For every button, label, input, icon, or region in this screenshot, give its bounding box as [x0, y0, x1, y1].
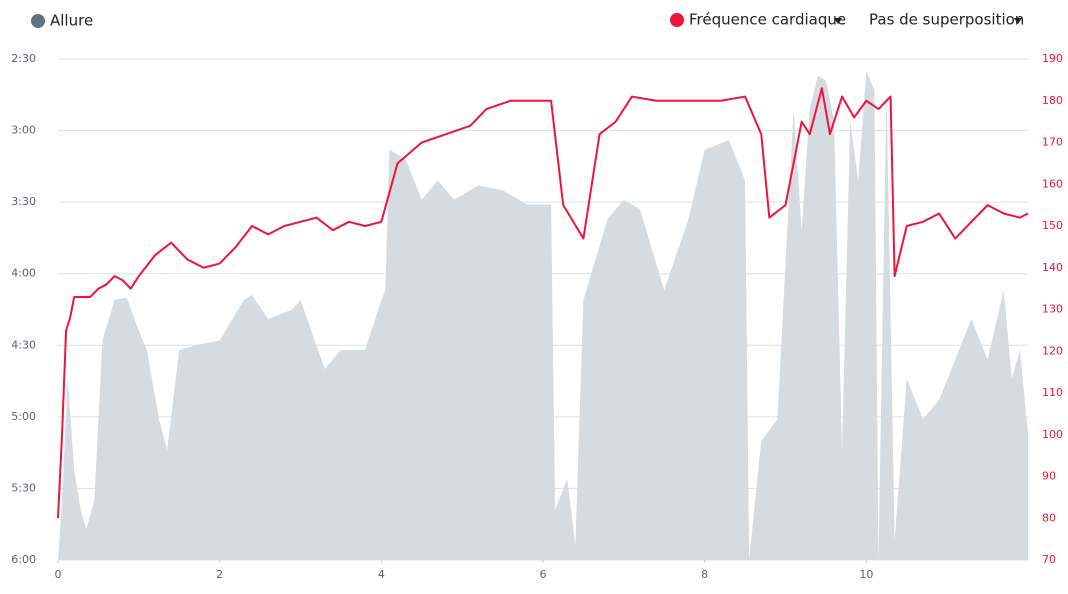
y2-tick-label: 70 — [1042, 553, 1056, 566]
dropdown-arrow[interactable] — [834, 18, 842, 24]
x-tick-label: 0 — [55, 568, 62, 581]
y2-tick-label: 170 — [1042, 136, 1063, 149]
y-tick-label: 4:00 — [11, 267, 36, 280]
legend-label[interactable]: Allure — [50, 12, 93, 30]
dropdown-arrow[interactable] — [1014, 18, 1022, 24]
y2-tick-label: 110 — [1042, 386, 1063, 399]
y-tick-label: 2:30 — [11, 52, 36, 65]
legend-dot — [31, 14, 45, 28]
x-tick-label: 10 — [859, 568, 873, 581]
y2-tick-label: 100 — [1042, 428, 1063, 441]
y2-tick-label: 130 — [1042, 303, 1063, 316]
y2-tick-label: 80 — [1042, 511, 1056, 524]
y-tick-label: 3:30 — [11, 195, 36, 208]
y2-tick-label: 160 — [1042, 177, 1063, 190]
y2-tick-label: 140 — [1042, 261, 1063, 274]
pace-area — [58, 70, 1028, 560]
y-tick-label: 6:00 — [11, 553, 36, 566]
y2-tick-label: 120 — [1042, 344, 1063, 357]
y2-tick-label: 150 — [1042, 219, 1063, 232]
y-tick-label: 5:30 — [11, 481, 36, 494]
x-tick-label: 8 — [701, 568, 708, 581]
legend-label[interactable]: Fréquence cardiaque — [689, 11, 846, 29]
heart-rate-line — [57, 87, 1029, 519]
x-tick-label: 4 — [378, 568, 385, 581]
y2-tick-label: 190 — [1042, 52, 1063, 65]
y2-tick-label: 180 — [1042, 94, 1063, 107]
y-tick-label: 5:00 — [11, 410, 36, 423]
y-tick-label: 4:30 — [11, 338, 36, 351]
x-tick-label: 6 — [540, 568, 547, 581]
y2-tick-label: 90 — [1042, 470, 1056, 483]
legend-dot — [670, 13, 684, 27]
overlay-selector[interactable]: Pas de superposition — [869, 11, 1024, 29]
legend: Allure Fréquence cardiaque Pas de superp… — [31, 11, 1024, 30]
y-tick-label: 3:00 — [11, 124, 36, 137]
x-tick-label: 2 — [216, 568, 223, 581]
